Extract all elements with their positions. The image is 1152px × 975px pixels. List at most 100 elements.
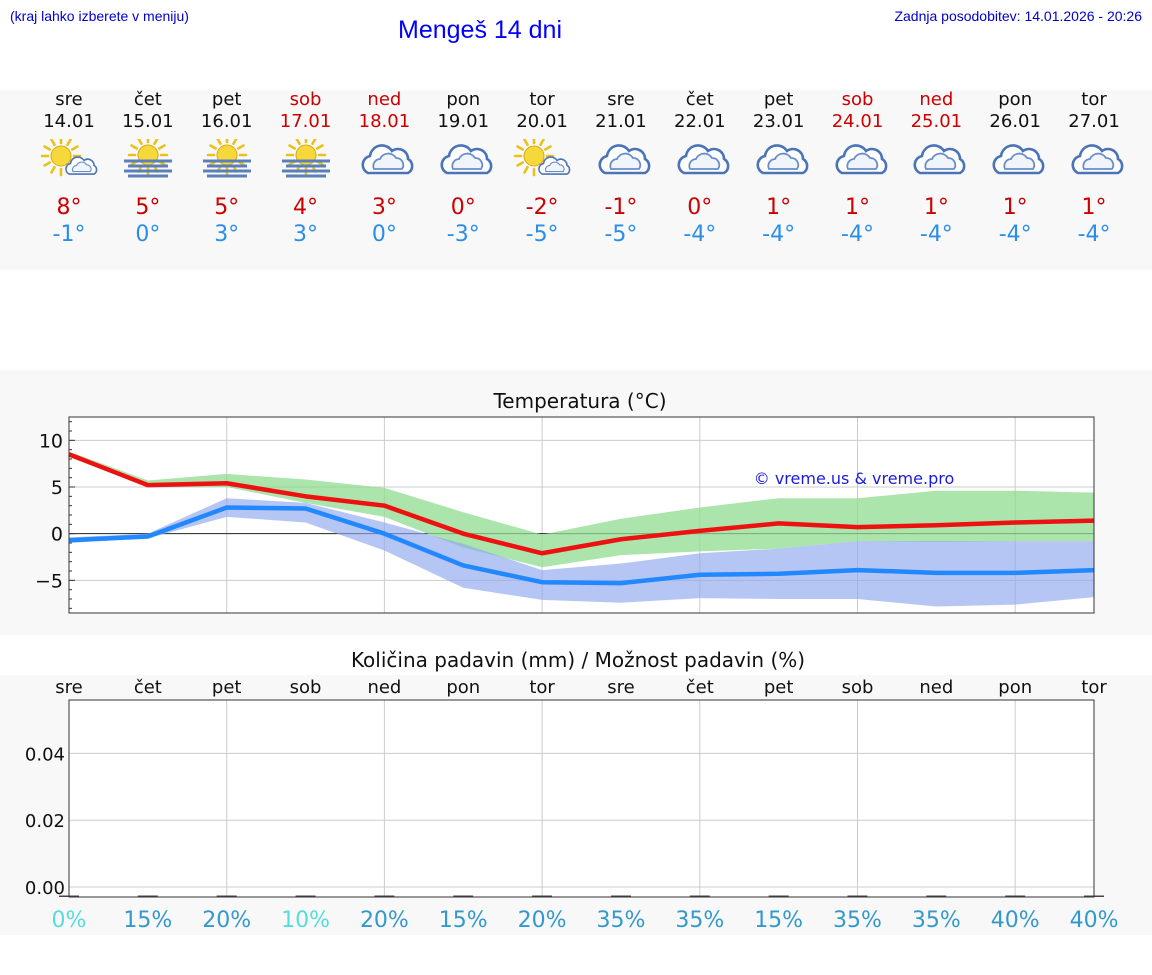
watermark-text: © vreme.us & vreme.pro xyxy=(754,469,955,488)
precip-probability: 20% xyxy=(360,908,409,933)
max-temp: -1° xyxy=(604,195,638,220)
max-temp: 4° xyxy=(293,195,319,220)
day-axis-label: čet xyxy=(134,677,162,698)
day-axis-label: sob xyxy=(290,677,322,698)
location-hint-link[interactable]: (kraj lahko izberete v meniju) xyxy=(10,8,189,24)
precip-bar xyxy=(137,895,158,897)
day-date: 17.01 xyxy=(279,111,332,132)
day-axis-label: pet xyxy=(212,677,242,698)
day-forecast: pon 19.01 0° -3° xyxy=(423,89,503,249)
sun-cloud-icon xyxy=(40,139,98,177)
precip-probability: 40% xyxy=(991,908,1040,933)
sun-fog-icon xyxy=(202,139,251,178)
max-temp: 1° xyxy=(845,195,870,220)
chart-title: Količina padavin (mm) / Možnost padavin … xyxy=(351,648,805,672)
precip-bar xyxy=(768,895,789,897)
day-forecast: pet 23.01 1° -4° xyxy=(739,89,819,249)
day-date: 22.01 xyxy=(674,111,726,132)
day-date: 14.01 xyxy=(43,111,95,132)
precip-probability: 10% xyxy=(281,908,330,933)
precip-bar xyxy=(216,895,237,897)
day-forecast: ned 18.01 3° 0° xyxy=(344,89,424,249)
cloud-icon xyxy=(1071,144,1124,175)
precip-probability: 35% xyxy=(596,908,645,933)
temperature-chart: Temperatura (°C) 10 5 0 −5 © vreme.us & vreme… xyxy=(35,389,1095,614)
precipitation-chart: Količina padavin (mm) / Možnost padavin … xyxy=(25,648,1119,933)
cloud-icon xyxy=(440,144,493,175)
day-date: 26.01 xyxy=(989,111,1041,132)
y-tick-label: 0.00 xyxy=(25,878,65,899)
min-temp: -1° xyxy=(52,222,86,247)
cloud-icon xyxy=(913,144,966,175)
min-temp: 0° xyxy=(371,222,397,247)
max-range-band xyxy=(69,451,1095,568)
precip-bar xyxy=(1005,895,1026,897)
day-forecast: pet 16.01 5° 3° xyxy=(187,89,267,249)
day-name: tor xyxy=(529,89,555,110)
day-name: sre xyxy=(607,89,635,110)
day-name: čet xyxy=(133,89,162,110)
day-axis-label: ned xyxy=(367,677,401,698)
y-tick-label: −5 xyxy=(35,570,63,592)
precip-bar xyxy=(926,895,947,897)
y-tick-label: 0.02 xyxy=(25,811,65,832)
day-forecast: tor 20.01 -2° -5° xyxy=(502,89,582,249)
max-temp: -2° xyxy=(525,195,559,220)
cloud-icon xyxy=(677,144,730,175)
day-forecast: čet 22.01 0° -4° xyxy=(660,89,740,249)
min-temp: -4° xyxy=(919,222,953,247)
min-temp: -4° xyxy=(762,222,796,247)
day-axis-label: tor xyxy=(1081,677,1107,698)
day-date: 19.01 xyxy=(437,111,490,132)
cloud-icon xyxy=(835,144,887,175)
min-temp: -3° xyxy=(446,222,480,247)
day-name: sre xyxy=(55,89,83,110)
sun-cloud-icon xyxy=(513,139,571,177)
max-temp: 1° xyxy=(1002,195,1028,220)
sun-fog-icon xyxy=(281,139,330,178)
day-name: sob xyxy=(289,89,322,110)
day-axis-label: pon xyxy=(998,677,1032,698)
day-name: ned xyxy=(919,89,954,110)
day-forecast: pon 26.01 1° -4° xyxy=(975,89,1055,249)
precip-bar xyxy=(453,895,474,897)
day-axis-label: sre xyxy=(607,677,634,698)
precip-bar xyxy=(689,895,710,897)
day-name: tor xyxy=(1081,89,1107,110)
day-date: 18.01 xyxy=(358,111,411,132)
plot-frame xyxy=(68,699,1095,898)
page-title: Mengeš 14 dni xyxy=(398,16,563,44)
precip-probability: 35% xyxy=(675,908,724,933)
precip-bar xyxy=(532,895,553,897)
precip-bar xyxy=(847,895,868,897)
day-forecast: ned 25.01 1° -4° xyxy=(896,89,976,249)
forecast-days-strip xyxy=(0,90,1152,270)
day-date: 15.01 xyxy=(122,111,174,132)
max-temp: 5° xyxy=(214,195,240,220)
last-updated-text: Zadnja posodobitev: 14.01.2026 - 20:26 xyxy=(894,8,1142,24)
precip-bar xyxy=(295,895,316,897)
day-axis-label: sre xyxy=(55,677,82,698)
day-forecast: sob 24.01 1° -4° xyxy=(818,89,898,249)
min-temp: -4° xyxy=(1077,222,1111,247)
max-temp: 8° xyxy=(56,195,82,220)
day-name: čet xyxy=(685,89,714,110)
max-temp: 1° xyxy=(1081,195,1107,220)
day-date: 27.01 xyxy=(1068,111,1120,132)
min-temp: -4° xyxy=(841,222,874,247)
sun-fog-icon xyxy=(123,139,172,178)
max-temp: 1° xyxy=(923,195,949,220)
max-temp: 3° xyxy=(371,195,397,220)
day-name: pet xyxy=(211,89,242,110)
precip-probability: 0% xyxy=(52,908,87,933)
day-axis-label: pon xyxy=(446,677,480,698)
day-axis-label: sob xyxy=(842,677,874,698)
day-date: 25.01 xyxy=(910,111,963,132)
min-range-band xyxy=(69,498,1095,607)
day-axis-label: ned xyxy=(919,677,953,698)
y-tick-label: 0.04 xyxy=(25,744,65,765)
day-forecast: tor 27.01 1° -4° xyxy=(1054,89,1134,249)
cloud-icon xyxy=(361,144,414,175)
min-temp: 3° xyxy=(293,222,319,247)
day-axis-label: pet xyxy=(764,677,794,698)
